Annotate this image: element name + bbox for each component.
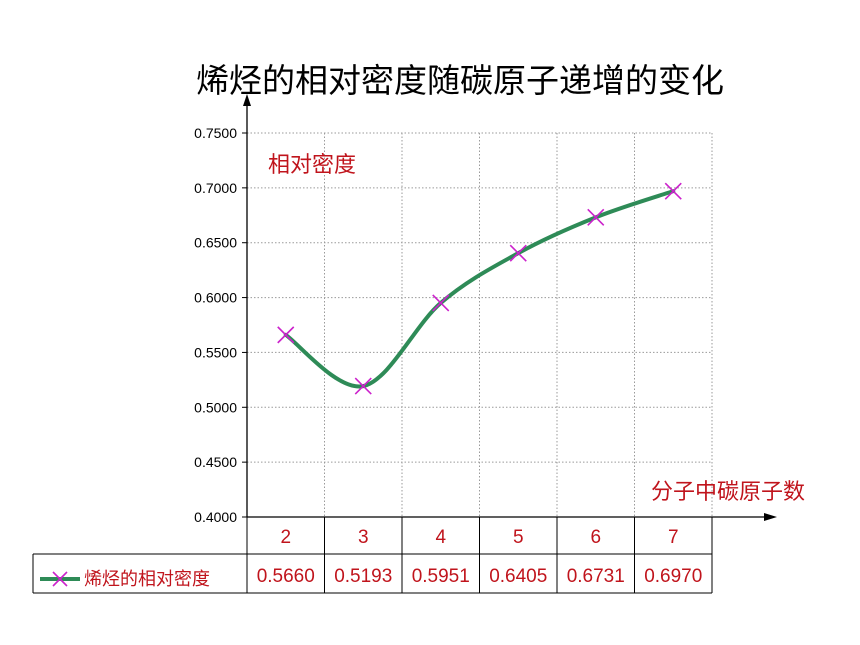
y-tick-label: 0.6000	[194, 290, 237, 306]
x-axis-label: 分子中碳原子数	[651, 480, 805, 505]
y-tick-label: 0.4500	[194, 454, 237, 470]
data-point-marker	[432, 294, 450, 312]
y-tick-label: 0.7500	[194, 125, 237, 141]
data-point-marker	[664, 182, 682, 200]
y-tick-label: 0.5000	[194, 399, 237, 415]
data-point-marker	[587, 208, 605, 226]
category-label: 7	[668, 527, 679, 548]
legend-series-name: 烯烃的相对密度	[84, 569, 210, 590]
y-tick-label: 0.6500	[194, 235, 237, 251]
category-label: 6	[590, 527, 601, 548]
category-label: 3	[358, 527, 369, 548]
value-label: 0.6405	[489, 566, 547, 587]
grid-lines	[247, 132, 713, 517]
y-tick-labels: 0.4000 0.4500 0.5000 0.5500 0.6000 0.6500 0.70…	[194, 125, 237, 525]
series-line	[283, 189, 676, 389]
data-point-marker	[509, 244, 527, 262]
y-tick-label: 0.4000	[194, 509, 237, 525]
category-label: 5	[513, 527, 524, 548]
value-labels: 0.5660 0.5193 0.5951 0.6405 0.6731 0.6970	[257, 566, 703, 587]
series-markers	[277, 182, 682, 395]
category-label: 2	[280, 527, 291, 548]
series-line-path	[283, 189, 676, 389]
value-label: 0.5660	[257, 566, 315, 587]
y-axis-label: 相对密度	[268, 153, 356, 178]
value-label: 0.5193	[334, 566, 392, 587]
category-label: 4	[435, 527, 446, 548]
y-tick-label: 0.7000	[194, 180, 237, 196]
value-label: 0.6731	[567, 566, 625, 587]
value-label: 0.5951	[412, 566, 470, 587]
y-axis-arrow	[243, 94, 251, 106]
category-labels: 2 3 4 5 6 7	[280, 527, 678, 548]
data-point-marker	[277, 326, 295, 344]
y-tick-label: 0.5500	[194, 344, 237, 360]
data-point-marker	[354, 377, 372, 395]
x-axis-arrow	[764, 513, 777, 521]
axes	[242, 94, 777, 521]
data-table	[32, 517, 713, 594]
value-label: 0.6970	[644, 566, 702, 587]
legend-marker-swatch	[52, 571, 68, 587]
legend: 烯烃的相对密度	[40, 569, 210, 590]
chart-title: 烯烃的相对密度随碳原子递增的变化	[196, 61, 724, 100]
